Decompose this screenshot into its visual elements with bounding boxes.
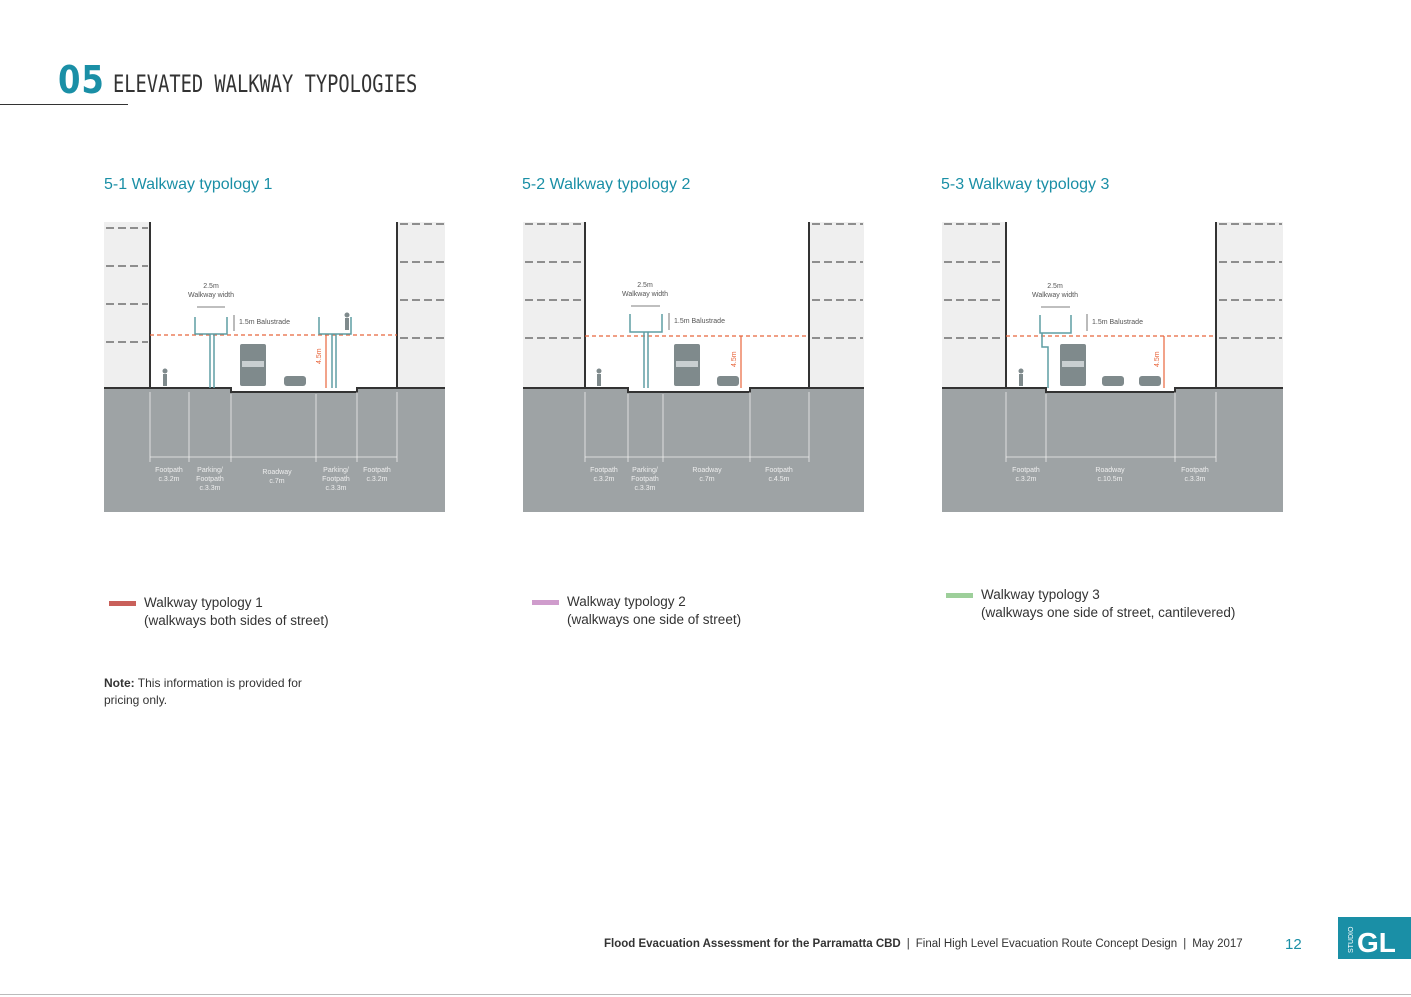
dim-value: c.3.2m: [366, 476, 387, 483]
legend-swatch: [946, 593, 973, 598]
legend-description: (walkways one side of street): [567, 612, 742, 627]
dim-value: c.7m: [699, 476, 714, 483]
dim-label: Footpath: [1012, 467, 1040, 474]
logo-big-text: GL: [1357, 927, 1396, 958]
footer-separator: |: [906, 938, 910, 950]
chapter-number: 05: [58, 58, 105, 102]
legend-typology-1: Walkway typology 1 (walkways both sides …: [109, 594, 329, 630]
dim-label: Footpath: [196, 476, 224, 483]
dim-label: Footpath: [1181, 467, 1209, 474]
dim-label: Parking/: [197, 467, 223, 474]
footer-document-title: Flood Evacuation Assessment for the Parr…: [604, 938, 901, 950]
balustrade-label: 1.5m Balustrade: [1092, 319, 1143, 326]
section-title-2: 5-2 Walkway typology 2: [522, 176, 691, 193]
dim-label: Footpath: [590, 467, 618, 474]
section-title-1: 5-1 Walkway typology 1: [104, 176, 273, 193]
legend-title: Walkway typology 3: [981, 587, 1100, 602]
typology-2-diagram: 4.5m 2.5m Walkway width 1.5m Balustrade …: [523, 222, 864, 512]
dim-value: c.7m: [269, 478, 284, 485]
balustrade-label: 1.5m Balustrade: [239, 319, 290, 326]
bottom-rule: [0, 994, 1411, 995]
legend-swatch: [532, 600, 559, 605]
walkway-width-label: Walkway width: [1032, 292, 1078, 299]
dim-label: Parking/: [632, 467, 658, 474]
dim-value: c.4.5m: [768, 476, 789, 483]
walkway-width-value: 2.5m: [637, 282, 653, 289]
dim-label: Roadway: [262, 469, 292, 476]
typology-1-diagram: 4.5m 2.5m Walkway width 1.5m Balustrade …: [104, 222, 445, 512]
balustrade-label: 1.5m Balustrade: [674, 318, 725, 325]
dim-value: c.3.2m: [593, 476, 614, 483]
legend-title: Walkway typology 2: [567, 594, 686, 609]
pricing-note: Note: This information is provided for p…: [104, 675, 304, 709]
footer-date: May 2017: [1192, 938, 1243, 950]
legend-title: Walkway typology 1: [144, 595, 263, 610]
dim-value: c.3.2m: [1015, 476, 1036, 483]
dim-value: c.3.3m: [325, 485, 346, 492]
dim-label: Roadway: [1095, 467, 1125, 474]
walkway-width-value: 2.5m: [203, 283, 219, 290]
height-label: 4.5m: [316, 348, 323, 364]
height-label: 4.5m: [1154, 351, 1161, 367]
walkway-width-label: Walkway width: [622, 291, 668, 298]
dim-label: Footpath: [363, 467, 391, 474]
legend-description: (walkways both sides of street): [144, 613, 329, 628]
studio-gl-logo: STUDIO GL: [1338, 917, 1411, 959]
page-title: ELEVATED WALKWAY TYPOLOGIES: [113, 70, 418, 98]
walkway-width-value: 2.5m: [1047, 283, 1063, 290]
dim-label: Footpath: [631, 476, 659, 483]
footer: Flood Evacuation Assessment for the Parr…: [604, 938, 1243, 950]
header-rule: [0, 104, 128, 105]
dim-label: Roadway: [692, 467, 722, 474]
logo-small-text: STUDIO: [1348, 926, 1355, 953]
section-title-3: 5-3 Walkway typology 3: [941, 176, 1110, 193]
dim-value: c.3.3m: [1184, 476, 1205, 483]
page-number: 12: [1285, 936, 1302, 953]
note-text: This information is provided for pricing…: [104, 676, 302, 707]
legend-description: (walkways one side of street, cantilever…: [981, 605, 1236, 620]
dim-label: Footpath: [155, 467, 183, 474]
footer-separator: |: [1183, 938, 1187, 950]
note-label: Note:: [104, 676, 135, 690]
dim-value: c.3.3m: [199, 485, 220, 492]
footer-subtitle: Final High Level Evacuation Route Concep…: [915, 938, 1178, 950]
height-label: 4.5m: [731, 351, 738, 367]
legend-swatch: [109, 601, 136, 606]
legend-typology-3: Walkway typology 3 (walkways one side of…: [946, 586, 1236, 622]
dim-label: Parking/: [323, 467, 349, 474]
legend-typology-2: Walkway typology 2 (walkways one side of…: [532, 593, 742, 629]
walkway-width-label: Walkway width: [188, 292, 234, 299]
dim-value: c.3.3m: [634, 485, 655, 492]
dim-label: Footpath: [765, 467, 793, 474]
dim-label: Footpath: [322, 476, 350, 483]
dim-value: c.10.5m: [1098, 476, 1123, 483]
typology-3-diagram: 4.5m 2.5m Walkway width 1.5m Balustrade …: [942, 222, 1283, 512]
dim-value: c.3.2m: [158, 476, 179, 483]
